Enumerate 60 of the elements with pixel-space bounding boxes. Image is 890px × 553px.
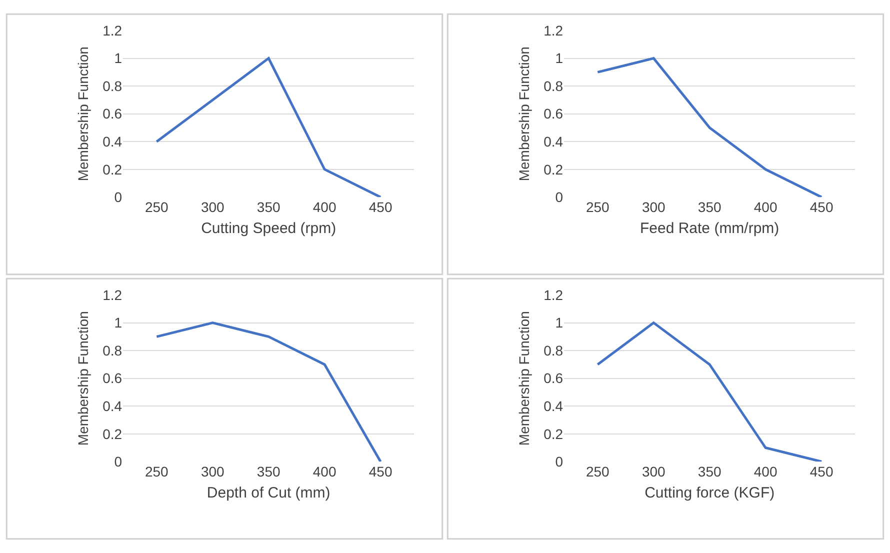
y-tick-label: 0: [555, 189, 564, 206]
y-tick-label: 1.2: [102, 22, 122, 38]
x-tick-label: 250: [144, 199, 169, 216]
x-axis-title: Feed Rate (mm/rpm): [640, 220, 780, 238]
y-tick-label: 0.8: [544, 78, 564, 94]
y-tick-label: 0: [114, 454, 122, 470]
x-tick-label: 300: [642, 464, 666, 480]
y-tick-label: 0.4: [102, 398, 122, 414]
line-series: [155, 322, 382, 462]
y-tick-label: 0.4: [102, 134, 122, 150]
y-tick-label: 0.8: [102, 342, 122, 358]
x-tick-label: 400: [312, 199, 336, 216]
y-axis-title: Membership Function: [516, 311, 532, 446]
x-tick-label: 400: [754, 464, 778, 480]
line-series: [596, 322, 823, 462]
y-axis-title: Membership Function: [516, 46, 532, 182]
y-tick-label: 0.4: [544, 134, 564, 150]
x-tick-label: 450: [368, 199, 392, 216]
y-tick-label: 1: [555, 314, 564, 331]
x-tick-label: 350: [256, 464, 280, 480]
x-tick-label: 400: [312, 464, 336, 480]
y-tick-label: 0.4: [544, 398, 564, 414]
y-tick-label: 1: [114, 314, 122, 331]
x-tick-label: 450: [368, 464, 392, 480]
y-tick-label: 0.6: [544, 106, 564, 122]
y-axis-title: Membership Function: [75, 311, 92, 446]
x-tick-label: 300: [642, 199, 666, 216]
x-tick-label: 350: [256, 199, 280, 216]
x-axis-title: Cutting force (KGF): [644, 484, 775, 502]
x-tick-label: 350: [698, 464, 722, 480]
line-series: [155, 57, 382, 198]
x-axis-title: Cutting Speed (rpm): [201, 220, 336, 238]
x-axis-title: Depth of Cut (mm): [206, 484, 330, 502]
x-tick-label: 450: [810, 464, 834, 480]
y-tick-label: 0.2: [102, 426, 122, 442]
y-tick-label: 0.6: [102, 106, 122, 122]
x-tick-label: 300: [200, 199, 225, 216]
y-tick-label: 0.8: [544, 342, 564, 358]
x-tick-label: 250: [586, 199, 610, 216]
y-tick-label: 0.2: [544, 161, 564, 178]
y-tick-label: 1: [555, 50, 564, 66]
y-tick-label: 0: [555, 454, 564, 470]
x-tick-label: 400: [754, 199, 778, 216]
x-tick-label: 250: [144, 464, 169, 480]
y-tick-label: 0.2: [544, 426, 564, 442]
y-tick-label: 0.6: [544, 370, 564, 386]
x-tick-label: 450: [810, 199, 834, 216]
y-tick-label: 1: [114, 50, 122, 66]
y-tick-label: 1.2: [544, 22, 564, 38]
y-tick-label: 0: [114, 189, 122, 206]
x-tick-label: 250: [586, 464, 610, 480]
y-tick-label: 0.2: [102, 161, 122, 178]
y-axis-title: Membership Function: [75, 46, 92, 182]
x-tick-label: 350: [698, 199, 722, 216]
y-tick-label: 1.2: [544, 286, 564, 303]
y-tick-label: 0.6: [102, 370, 122, 386]
line-series: [596, 57, 823, 198]
y-tick-label: 0.8: [102, 78, 122, 94]
y-tick-label: 1.2: [102, 286, 122, 303]
x-tick-label: 300: [200, 464, 225, 480]
